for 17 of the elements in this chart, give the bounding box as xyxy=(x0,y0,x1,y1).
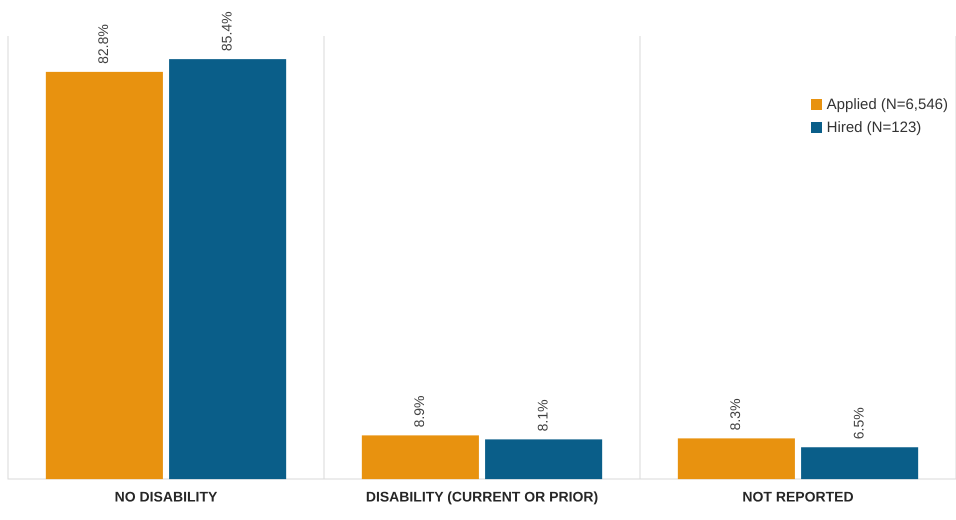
data-label: 6.5% xyxy=(850,407,866,440)
bar xyxy=(485,439,602,480)
bar xyxy=(46,72,163,480)
bar xyxy=(678,438,795,480)
legend-label: Hired (N=123) xyxy=(826,119,922,136)
data-label: 82.8% xyxy=(95,24,112,64)
x-tick-label: NOT REPORTED xyxy=(742,488,854,504)
bar xyxy=(169,59,286,480)
data-label: 8.1% xyxy=(534,399,550,432)
data-label: 8.9% xyxy=(411,396,428,428)
bar xyxy=(362,435,479,480)
bar xyxy=(801,447,918,480)
x-tick-label: DISABILITY (CURRENT OR PRIOR) xyxy=(366,488,598,504)
x-tick-label: NO DISABILITY xyxy=(114,488,218,504)
data-label: 8.3% xyxy=(727,398,744,430)
data-label: 85.4% xyxy=(218,11,234,52)
legend-label: Applied (N=6,546) xyxy=(826,96,948,113)
